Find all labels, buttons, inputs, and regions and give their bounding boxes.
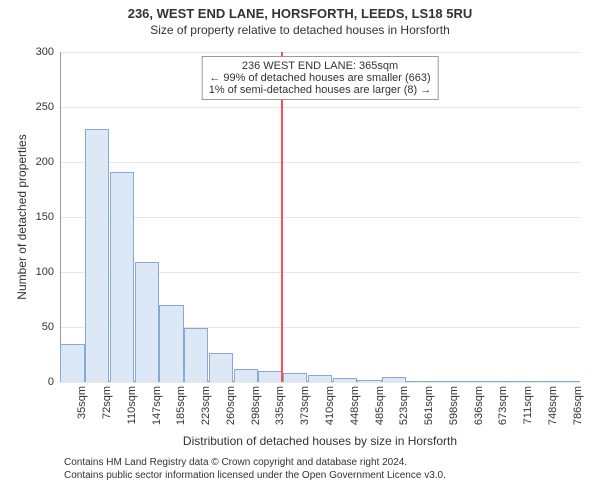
reference-line [281,52,283,382]
bar [60,344,84,383]
y-tick-label: 250 [0,101,54,113]
plot-area [60,52,580,382]
x-tick-label: 147sqm [151,386,163,425]
x-tick-label: 786sqm [572,386,584,425]
x-tick-label: 448sqm [349,386,361,425]
bar [283,373,307,382]
x-tick-label: 410sqm [324,386,336,425]
bar [333,378,357,382]
x-axis-title: Distribution of detached houses by size … [60,434,580,448]
chart-container: 236, WEST END LANE, HORSFORTH, LEEDS, LS… [0,0,600,500]
y-tick-label: 150 [0,211,54,223]
bar [407,381,431,382]
x-tick-label: 598sqm [448,386,460,425]
bar [308,375,332,382]
bar [184,328,208,382]
bar [531,381,555,382]
grid-line [60,217,580,218]
y-tick-label: 200 [0,156,54,168]
x-tick-label: 110sqm [126,386,138,424]
y-tick-label: 50 [0,321,54,333]
x-tick-label: 636sqm [473,386,485,425]
grid-line [60,52,580,53]
grid-line [60,162,580,163]
bar [382,377,406,383]
bar [234,369,258,382]
x-tick-label: 485sqm [374,386,386,425]
footer-line-1: Contains HM Land Registry data © Crown c… [64,456,446,469]
bar [85,129,109,382]
bar [110,172,134,382]
y-tick-label: 300 [0,46,54,58]
footer-line-2: Contains public sector information licen… [64,469,446,482]
bar [135,262,159,382]
info-line-2: ← 99% of detached houses are smaller (66… [209,72,432,84]
x-tick-label: 711sqm [522,386,534,424]
bar [456,381,480,382]
x-tick-label: 561sqm [423,386,435,425]
x-tick-label: 673sqm [497,386,509,425]
bar [159,305,183,382]
axis-line-left [60,52,61,382]
x-tick-label: 185sqm [175,386,187,425]
x-tick-label: 72sqm [101,386,113,419]
x-tick-label: 260sqm [225,386,237,425]
info-box: 236 WEST END LANE: 365sqm ← 99% of detac… [202,56,439,100]
title-sub: Size of property relative to detached ho… [0,21,600,37]
info-line-3: 1% of semi-detached houses are larger (8… [209,84,432,96]
x-tick-label: 748sqm [547,386,559,425]
grid-line [60,107,580,108]
title-main: 236, WEST END LANE, HORSFORTH, LEEDS, LS… [0,0,600,21]
bar [432,381,456,382]
bar [555,381,579,382]
y-tick-label: 100 [0,266,54,278]
bar [258,371,282,382]
info-line-1: 236 WEST END LANE: 365sqm [209,60,432,72]
bar [506,381,530,382]
x-tick-label: 223sqm [200,386,212,425]
x-tick-label: 335sqm [274,386,286,425]
x-tick-label: 35sqm [76,386,88,419]
grid-line [60,382,580,383]
x-tick-label: 298sqm [250,386,262,425]
bar [481,381,505,382]
y-tick-label: 0 [0,376,54,388]
bar [209,353,233,382]
bar [357,380,381,382]
x-tick-label: 373sqm [299,386,311,425]
x-tick-label: 523sqm [398,386,410,425]
footer: Contains HM Land Registry data © Crown c… [64,456,446,482]
